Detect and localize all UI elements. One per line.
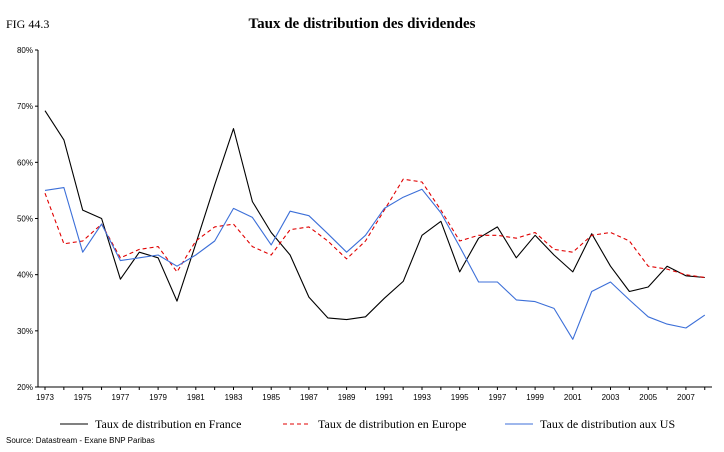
y-tick-label: 70%	[17, 102, 33, 111]
x-tick-label: 1997	[489, 393, 507, 402]
france-series-line	[44, 110, 705, 321]
x-tick-label: 1993	[413, 393, 431, 402]
y-tick-label: 80%	[17, 46, 33, 55]
y-tick-label: 40%	[17, 271, 33, 280]
x-tick-label: 1983	[225, 393, 243, 402]
chart-title: Taux de distribution des dividendes	[248, 16, 476, 32]
x-tick-label: 1999	[526, 393, 544, 402]
x-tick-label: 1973	[36, 393, 54, 402]
europe-series-line	[44, 178, 705, 279]
us-series-line	[44, 187, 706, 340]
x-axis-ticks: 1973 1975 1977 1979 1981 1983 1985 1987 1989 1991…	[36, 387, 706, 402]
series-lines	[44, 110, 706, 340]
legend-label-us: Taux de distribution aux US	[540, 417, 675, 431]
y-tick-label: 30%	[17, 327, 33, 336]
legend-label-europe: Taux de distribution en Europe	[318, 417, 466, 431]
y-tick-label: 50%	[17, 215, 33, 224]
x-tick-label: 2007	[677, 393, 695, 402]
source-note: Source: Datastream - Exane BNP Paribas	[6, 436, 155, 445]
legend: Taux de distribution en France Taux de di…	[60, 417, 675, 431]
x-tick-label: 2001	[564, 393, 582, 402]
x-tick-label: 1985	[262, 393, 280, 402]
x-tick-label: 2005	[639, 393, 657, 402]
x-tick-label: 1987	[300, 393, 318, 402]
x-tick-label: 1975	[74, 393, 92, 402]
y-axis-ticks: 20% 30% 40% 50% 60% 70% 80%	[17, 46, 38, 392]
x-tick-label: 1995	[451, 393, 469, 402]
y-tick-label: 20%	[17, 383, 33, 392]
x-tick-label: 1977	[112, 393, 130, 402]
chart-axes	[37, 50, 712, 388]
x-tick-label: 2003	[602, 393, 620, 402]
x-tick-label: 1991	[375, 393, 393, 402]
x-tick-label: 1989	[338, 393, 356, 402]
figure-label: FIG 44.3	[6, 17, 50, 31]
x-tick-label: 1979	[149, 393, 167, 402]
x-tick-label: 1981	[187, 393, 205, 402]
y-tick-label: 60%	[17, 158, 33, 167]
legend-label-france: Taux de distribution en France	[95, 417, 241, 431]
